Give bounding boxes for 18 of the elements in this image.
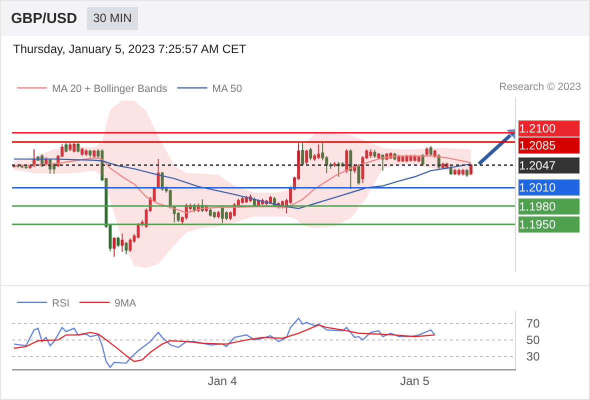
legend-label: 9MA [114,297,136,310]
x-tick-label: Jan 5 [400,374,430,388]
chart-subtitle: Thursday, January 5, 2023 7:25:57 AM CET [13,42,246,56]
text: Research © 2023 [499,81,581,93]
legend-label: MA 50 [212,82,242,95]
ref-line-label: 1.1950 [519,218,556,232]
y-tick-label: 70 [526,316,540,330]
timeframe-badge: 30 MIN [87,7,138,30]
x-tick-label: Jan 4 [208,374,238,388]
legend-label: RSI [52,297,70,310]
ref-line-label: 1.2047 [519,158,556,172]
y-tick-label: 50 [526,333,540,348]
chart-title: GBP/USD [11,10,78,26]
y-tick-label: 30 [526,350,540,364]
ref-line-label: 1.2085 [519,138,556,152]
ref-line-label: 1.1980 [519,200,556,214]
ref-line-label: 1.2010 [519,180,556,194]
legend-label: MA 20 + Bollinger Bands [52,82,168,95]
